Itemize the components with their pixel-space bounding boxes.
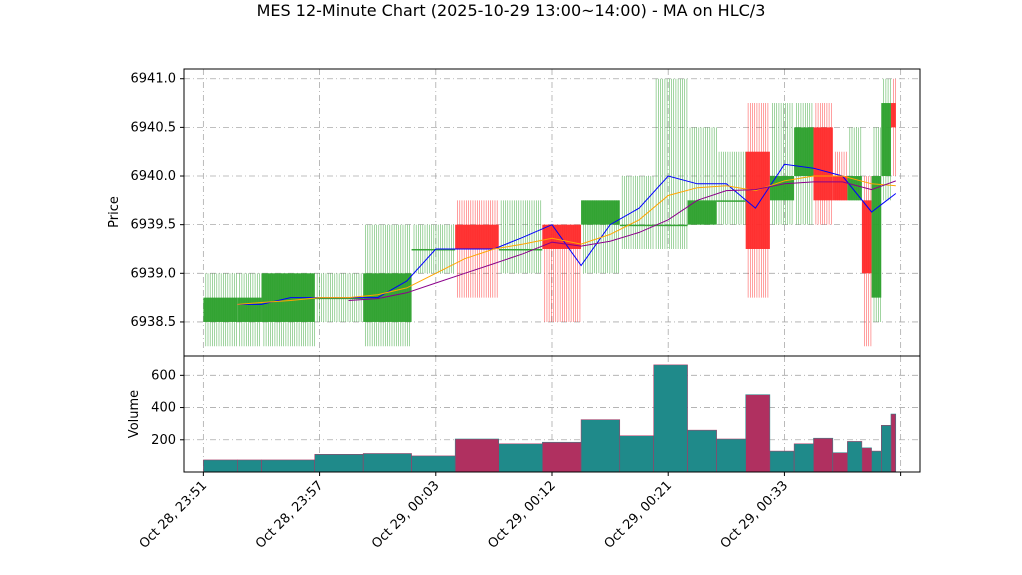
candle-body xyxy=(847,176,862,201)
x-tick-label: Oct 29, 00:21 xyxy=(602,478,675,551)
price-tick-label: 6939.5 xyxy=(131,218,177,233)
volume-bar xyxy=(454,438,499,473)
moving-average-lines xyxy=(237,163,897,305)
candle-body xyxy=(716,200,746,202)
x-tick-label: Oct 28, 23:51 xyxy=(137,478,210,551)
volume-tick-label: 600 xyxy=(151,368,176,383)
volume-bar xyxy=(861,447,872,473)
price-tick-label: 6940.0 xyxy=(131,169,177,184)
candle-body xyxy=(203,297,238,322)
volume-bar xyxy=(871,450,882,473)
candle-body xyxy=(794,127,814,177)
candle-body xyxy=(745,151,770,249)
candle-body xyxy=(861,200,872,274)
candle-body xyxy=(455,224,499,249)
volume-panel: 200 400 600 Volume xyxy=(127,355,921,473)
volume-bar xyxy=(542,441,582,473)
volume-bar xyxy=(362,453,412,473)
volume-bar xyxy=(619,435,654,473)
volume-bar xyxy=(411,455,456,473)
volume-bar xyxy=(653,364,688,473)
volume-bar xyxy=(498,443,543,473)
price-tick-label: 6938.5 xyxy=(131,315,177,330)
volume-bar xyxy=(237,459,262,473)
price-tick-label: 6940.5 xyxy=(131,120,177,135)
x-axis: Oct 28, 23:51 Oct 28, 23:57 Oct 29, 00:03 O… xyxy=(137,472,902,552)
volume-bar xyxy=(769,450,795,473)
moving-average-line xyxy=(348,180,896,301)
volume-bar xyxy=(745,394,771,473)
volume-bar xyxy=(847,441,863,473)
candle-body xyxy=(314,297,364,300)
volume-bar xyxy=(793,443,814,473)
candle-body xyxy=(871,176,882,298)
volume-bar xyxy=(832,452,848,473)
moving-average-line xyxy=(237,175,896,305)
candle-body xyxy=(237,297,262,322)
candle-body xyxy=(619,224,654,227)
chart-title: MES 12-Minute Chart (2025-10-29 13:00~14… xyxy=(257,1,766,20)
volume-bar xyxy=(813,437,834,473)
volume-y-axis: 200 400 600 xyxy=(151,368,184,448)
x-tick-label: Oct 29, 00:33 xyxy=(718,478,791,551)
volume-bar xyxy=(890,413,897,473)
volume-tick-label: 400 xyxy=(151,401,176,416)
volume-bar xyxy=(716,438,746,473)
volume-bar xyxy=(881,425,892,473)
candle-body xyxy=(881,103,891,177)
candle-body xyxy=(411,248,456,251)
volume-bar xyxy=(203,459,238,473)
price-y-axis: 6938.5 6939.0 6939.5 6940.0 6940.5 6941.0 xyxy=(131,72,184,330)
price-candles xyxy=(203,78,896,347)
candle-body xyxy=(581,200,620,225)
candle-body xyxy=(653,224,688,227)
volume-bar xyxy=(261,459,315,473)
x-tick-label: Oct 29, 00:03 xyxy=(369,478,442,551)
candle-body xyxy=(498,248,543,251)
volume-tick-label: 200 xyxy=(151,433,176,448)
x-tick-label: Oct 28, 23:57 xyxy=(253,478,326,551)
price-axis-label: Price xyxy=(107,196,122,228)
volume-axis-label: Volume xyxy=(127,390,142,438)
volume-bar xyxy=(687,429,717,473)
x-tick-label: Oct 29, 00:12 xyxy=(485,478,558,551)
candle-body xyxy=(890,103,896,128)
price-panel: 6938.5 6939.0 6939.5 6940.0 6940.5 6941.0 Pri… xyxy=(107,68,921,357)
candle-body xyxy=(813,127,833,201)
candle-body xyxy=(687,200,717,225)
volume-bars xyxy=(203,364,897,473)
price-tick-label: 6939.0 xyxy=(131,266,177,281)
volume-bar xyxy=(580,419,621,473)
volume-bar xyxy=(314,454,364,473)
price-tick-label: 6941.0 xyxy=(131,72,177,87)
